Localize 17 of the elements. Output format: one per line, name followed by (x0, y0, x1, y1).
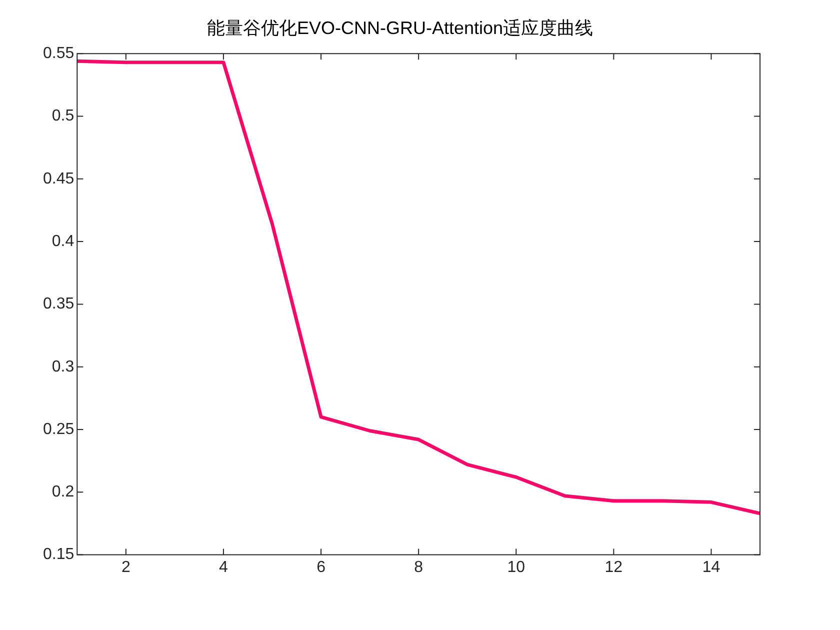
x-tick-label: 10 (507, 558, 526, 576)
x-tick-label: 12 (604, 558, 623, 576)
x-tick-label: 4 (219, 558, 228, 576)
y-tick-label: 0.45 (43, 170, 74, 188)
x-tick-label: 2 (121, 558, 130, 576)
y-tick-label: 0.3 (52, 358, 74, 376)
y-tick-label: 0.15 (43, 546, 74, 564)
y-tick-label: 0.55 (43, 45, 74, 62)
x-tick-label: 14 (702, 558, 720, 576)
y-tick-label: 0.4 (52, 232, 74, 250)
y-tick-label: 0.25 (43, 420, 74, 438)
y-tick-label: 0.35 (43, 296, 74, 313)
x-tick-label: 6 (316, 558, 326, 576)
y-tick-label: 0.2 (52, 484, 74, 501)
chart-title: 能量谷优化EVO-CNN-GRU-Attention适应度曲线 (206, 18, 594, 38)
x-tick-label: 8 (414, 558, 424, 576)
y-tick-label: 0.5 (52, 108, 74, 125)
